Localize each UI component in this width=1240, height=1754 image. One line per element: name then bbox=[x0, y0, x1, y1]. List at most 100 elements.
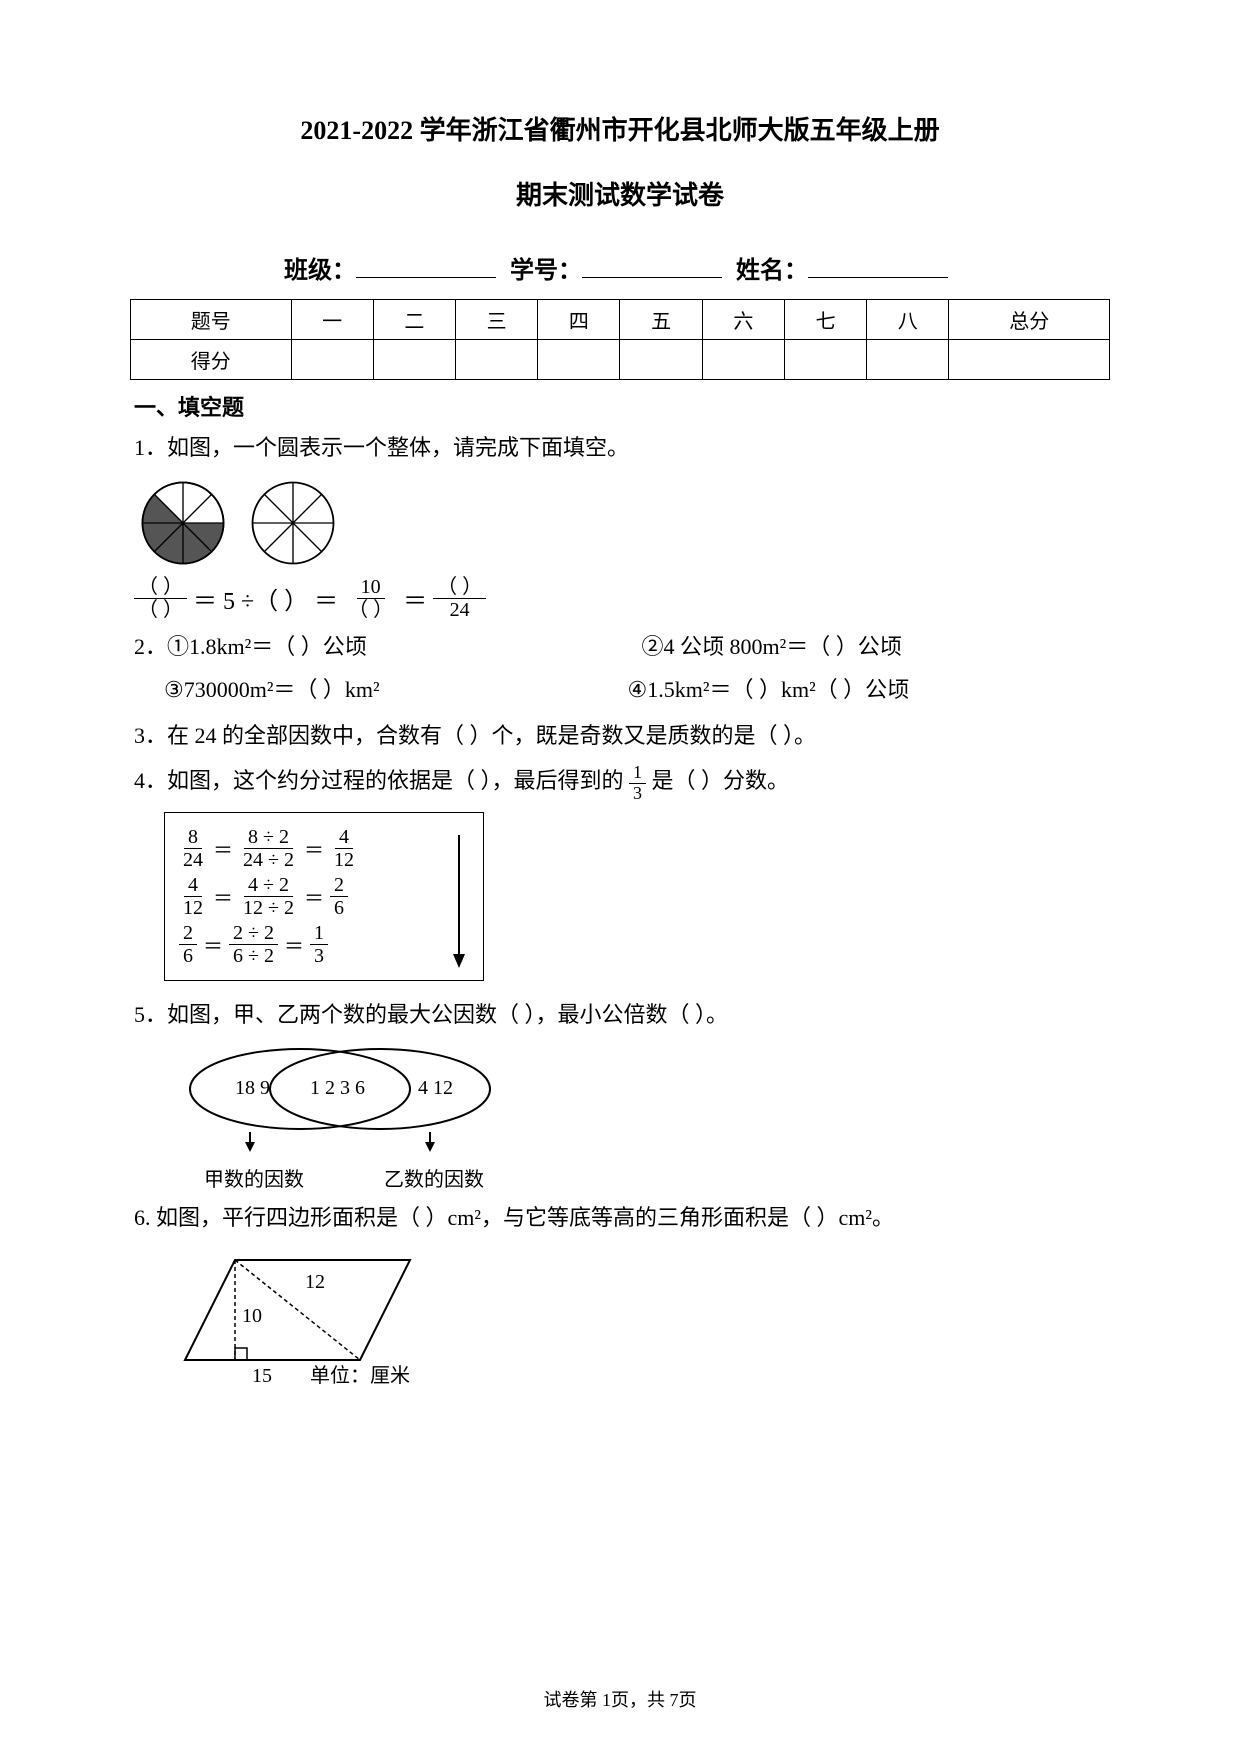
n: 4 bbox=[335, 826, 353, 849]
q1-circle-2 bbox=[248, 478, 338, 568]
eq: ＝ bbox=[203, 930, 223, 959]
eq: ＝ bbox=[193, 581, 217, 616]
row-label: 得分 bbox=[131, 340, 292, 380]
cell bbox=[949, 340, 1110, 380]
q4-fraction-box: 824 ＝ 8 ÷ 224 ÷ 2 ＝ 412 412 ＝ 4 ÷ 212 ÷ … bbox=[164, 812, 484, 981]
q6-text: 6. 如图，平行四边形面积是（ ）cm²，与它等底等高的三角形面积是（ ）cm²… bbox=[134, 1198, 1110, 1238]
n: 8 ÷ 2 bbox=[244, 826, 293, 849]
frac-num: （ ） bbox=[433, 576, 486, 599]
d: 24 bbox=[179, 849, 207, 871]
cell bbox=[538, 340, 620, 380]
d: 24 ÷ 2 bbox=[239, 849, 298, 871]
cell bbox=[291, 340, 373, 380]
title-line-2: 期末测试数学试卷 bbox=[130, 175, 1110, 212]
venn-mid: 1 2 3 6 bbox=[310, 1077, 365, 1099]
q2-part2: ②4 公顷 800m²＝（ ）公顷 bbox=[642, 627, 1110, 667]
five-div: 5 ÷（ ） bbox=[223, 581, 308, 616]
q1-circles bbox=[138, 478, 1110, 568]
th: 五 bbox=[620, 300, 702, 340]
q4-arrow-col bbox=[449, 823, 469, 970]
frac-blank-1: （ ） （ ） bbox=[134, 576, 187, 621]
th: 四 bbox=[538, 300, 620, 340]
th: 三 bbox=[456, 300, 538, 340]
sid-blank bbox=[582, 256, 722, 278]
q6-figure: 12 10 15 单位：厘米 bbox=[180, 1250, 1110, 1405]
frac-blank-over-24: （ ） 24 bbox=[433, 576, 486, 621]
unit-label: 单位：厘米 bbox=[310, 1364, 410, 1387]
d: 6 bbox=[330, 897, 348, 919]
th: 七 bbox=[784, 300, 866, 340]
eq: ＝ bbox=[284, 930, 304, 959]
frac-1-3: 1 3 bbox=[629, 763, 646, 804]
d: 6 bbox=[179, 945, 197, 967]
parallelogram-diagram: 12 10 15 单位：厘米 bbox=[180, 1250, 440, 1400]
page-footer: 试卷第 1页，共 7页 bbox=[0, 1686, 1240, 1712]
frac-row: 824 ＝ 8 ÷ 224 ÷ 2 ＝ 412 bbox=[179, 826, 449, 871]
venn-right: 4 12 bbox=[418, 1077, 453, 1099]
dim-15: 15 bbox=[252, 1365, 272, 1387]
eq: ＝ bbox=[314, 581, 338, 616]
dim-10: 10 bbox=[242, 1305, 262, 1327]
n: 2 ÷ 2 bbox=[229, 922, 278, 945]
q1-circle-1 bbox=[138, 478, 228, 568]
th: 八 bbox=[867, 300, 949, 340]
title-line-1: 2021-2022 学年浙江省衢州市开化县北师大版五年级上册 bbox=[130, 110, 1110, 147]
sid-label: 学号： bbox=[510, 258, 582, 284]
n: 4 ÷ 2 bbox=[244, 874, 293, 897]
q5-venn: 18 9 1 2 3 6 4 12 甲数的因数 乙数的因数 bbox=[180, 1044, 1110, 1192]
d: 6 ÷ 2 bbox=[229, 945, 278, 967]
th: 一 bbox=[291, 300, 373, 340]
eq: ＝ bbox=[213, 882, 233, 911]
d: 12 bbox=[179, 897, 207, 919]
n: 2 bbox=[179, 922, 197, 945]
venn-label-left: 甲数的因数 bbox=[204, 1163, 304, 1192]
n: 2 bbox=[330, 874, 348, 897]
n: 1 bbox=[310, 922, 328, 945]
cell bbox=[867, 340, 949, 380]
dim-12: 12 bbox=[305, 1271, 325, 1293]
cell bbox=[456, 340, 538, 380]
venn-label-right: 乙数的因数 bbox=[384, 1163, 484, 1192]
q1-equation: （ ） （ ） ＝ 5 ÷（ ） ＝ 10 （ ） ＝ （ ） 24 bbox=[134, 576, 1110, 621]
th: 总分 bbox=[949, 300, 1110, 340]
q4-tail: 是（ ）分数。 bbox=[652, 768, 790, 793]
frac-den: （ ） bbox=[344, 599, 397, 621]
eq: ＝ bbox=[213, 834, 233, 863]
cell bbox=[620, 340, 702, 380]
score-table: 题号 一 二 三 四 五 六 七 八 总分 得分 bbox=[130, 299, 1110, 380]
cell bbox=[784, 340, 866, 380]
score-header-row: 题号 一 二 三 四 五 六 七 八 总分 bbox=[131, 300, 1110, 340]
d: 12 bbox=[330, 849, 358, 871]
class-label: 班级： bbox=[284, 258, 356, 284]
class-blank bbox=[356, 256, 496, 278]
cell bbox=[702, 340, 784, 380]
frac-row: 26 ＝ 2 ÷ 26 ÷ 2 ＝ 13 bbox=[179, 922, 449, 967]
th: 题号 bbox=[131, 300, 292, 340]
q2-part1: 2．①1.8km²＝（ ）公顷 bbox=[134, 627, 642, 667]
cell bbox=[373, 340, 455, 380]
frac-den: 3 bbox=[629, 784, 646, 804]
q5-text: 5．如图，甲、乙两个数的最大公因数（ ），最小公倍数（ ）。 bbox=[134, 995, 1110, 1035]
frac-row: 412 ＝ 4 ÷ 212 ÷ 2 ＝ 26 bbox=[179, 874, 449, 919]
score-value-row: 得分 bbox=[131, 340, 1110, 380]
th: 六 bbox=[702, 300, 784, 340]
venn-diagram: 18 9 1 2 3 6 4 12 bbox=[180, 1044, 500, 1154]
q2-part3: ③730000m²＝（ ）km² bbox=[164, 670, 628, 710]
d: 3 bbox=[310, 945, 328, 967]
frac-num: 10 bbox=[357, 576, 385, 599]
eq: ＝ bbox=[304, 834, 324, 863]
name-blank bbox=[808, 256, 948, 278]
q4-text: 4．如图，这个约分过程的依据是（ ），最后得到的 1 3 是（ ）分数。 bbox=[134, 761, 1110, 803]
venn-left: 18 9 bbox=[235, 1077, 270, 1099]
student-info-row: 班级： 学号： 姓名： bbox=[130, 250, 1110, 285]
n: 4 bbox=[184, 874, 202, 897]
q4-head: 4．如图，这个约分过程的依据是（ ），最后得到的 bbox=[134, 768, 624, 793]
q1-text: 1．如图，一个圆表示一个整体，请完成下面填空。 bbox=[134, 428, 1110, 468]
section-1-heading: 一、填空题 bbox=[134, 390, 1110, 422]
q2-part4: ④1.5km²＝（ ）km²（ ）公顷 bbox=[628, 670, 1110, 710]
venn-labels: 甲数的因数 乙数的因数 bbox=[204, 1163, 1110, 1192]
q2-row1: 2．①1.8km²＝（ ）公顷 ②4 公顷 800m²＝（ ）公顷 bbox=[134, 627, 1110, 667]
frac-den: （ ） bbox=[134, 599, 187, 621]
frac-10-over-blank: 10 （ ） bbox=[344, 576, 397, 621]
eq: ＝ bbox=[304, 882, 324, 911]
